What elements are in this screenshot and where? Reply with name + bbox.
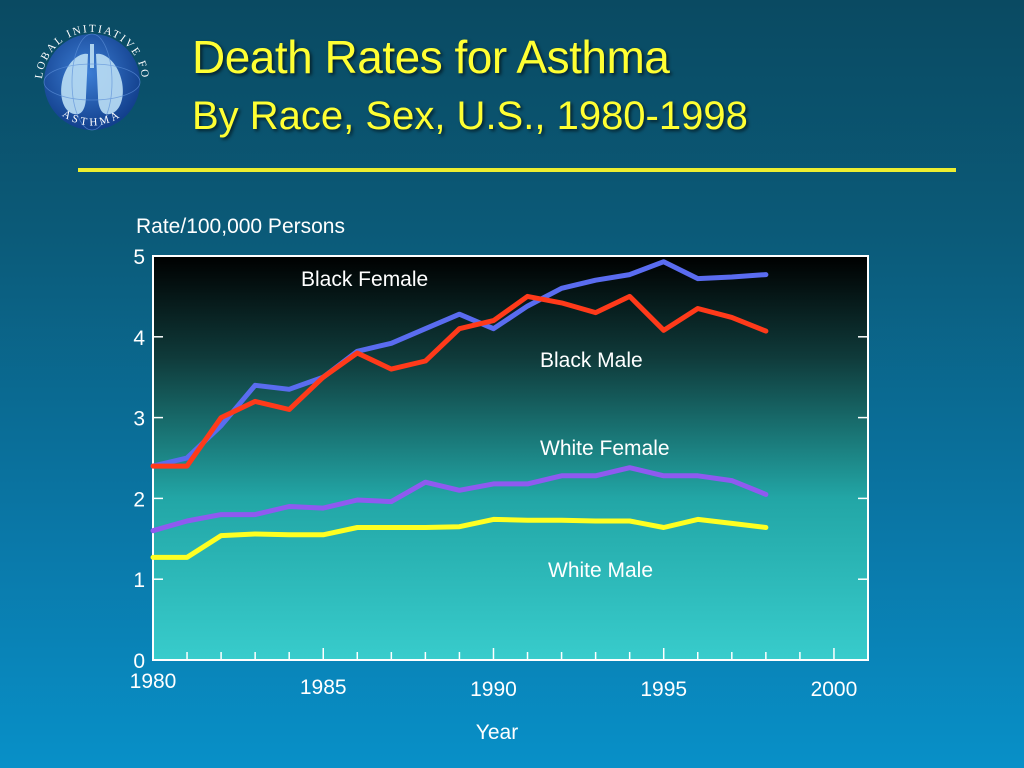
y-tick-label: 2: [133, 488, 145, 511]
series-label-white-female: White Female: [540, 437, 670, 460]
x-tick-label: 1985: [300, 676, 347, 699]
series-line-black-female: [150, 259, 769, 469]
series-line-white-female: [150, 465, 769, 534]
series-label-white-male: White Male: [548, 559, 653, 582]
y-tick-label: 5: [133, 246, 145, 269]
x-tick-label: 1980: [130, 670, 177, 693]
y-tick-label: 4: [133, 327, 145, 350]
x-tick-label: 2000: [811, 678, 858, 701]
x-axis-label: Year: [476, 721, 518, 744]
lungs-icon: [61, 44, 123, 115]
title-rule: [78, 168, 956, 172]
series-line-white-male: [150, 516, 769, 560]
slide-title: Death Rates for Asthma: [192, 31, 670, 83]
slide-subtitle: By Race, Sex, U.S., 1980-1998: [192, 94, 748, 138]
series-label-black-male: Black Male: [540, 349, 643, 372]
series-line-black-male: [150, 293, 769, 469]
x-tick-label: 1990: [470, 678, 517, 701]
x-tick-label: 1995: [640, 678, 687, 701]
y-tick-label: 1: [133, 569, 145, 592]
y-tick-label: 3: [133, 408, 145, 431]
y-axis-label: Rate/100,000 Persons: [136, 215, 345, 238]
y-tick-label: 0: [133, 650, 145, 673]
series-label-black-female: Black Female: [301, 268, 428, 291]
gina-logo: GLOBAL INITIATIVE FOR ASTHMA: [22, 12, 149, 131]
